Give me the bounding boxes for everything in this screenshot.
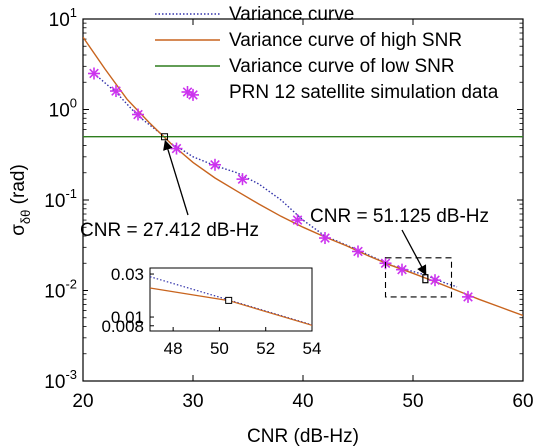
x-tick-label: 50	[402, 391, 423, 412]
legend-label-1: Variance curve of high SNR	[229, 30, 462, 51]
asterisk-stroke	[430, 275, 440, 285]
zoom-region-box	[384, 257, 453, 298]
data-point-prn12	[352, 245, 364, 258]
annotation-cnr-27: CNR = 27.412 dB-Hz	[80, 220, 259, 241]
inset-x-tick-label: 52	[256, 339, 275, 358]
x-tick-label: 40	[292, 391, 313, 412]
asterisk-stroke	[320, 233, 330, 243]
legend-marker-prn12	[181, 86, 194, 98]
asterisk-stroke	[182, 87, 193, 97]
asterisk-stroke	[210, 159, 220, 170]
asterisk-stroke	[133, 109, 143, 120]
y-tick-label: 10-3	[44, 367, 77, 393]
annotation-arrow-high	[401, 229, 427, 276]
y-tick-label: 10-2	[44, 277, 77, 303]
asterisk-stroke	[89, 68, 99, 79]
intersection-marker-low	[161, 133, 169, 141]
inset-x-tick-label: 54	[303, 339, 322, 358]
series-group	[83, 36, 523, 317]
data-point-prn12	[88, 67, 100, 80]
legend: Variance curve Variance curve of high SNR…	[155, 4, 499, 103]
series-line-1	[83, 36, 523, 317]
data-point-prn12	[209, 158, 221, 171]
data-point-prn12	[462, 290, 474, 303]
data-point-prn12	[291, 214, 304, 227]
data-point-prn12	[396, 263, 408, 276]
data-point-prn12	[110, 85, 122, 98]
data-point-prn12	[236, 173, 249, 186]
data-point-prn12	[132, 108, 144, 121]
x-axis-label: CNR (dB-Hz)	[247, 426, 359, 447]
asterisk-stroke	[171, 143, 182, 154]
asterisk-stroke	[397, 264, 407, 275]
legend-label-2: Variance curve of low SNR	[229, 56, 455, 77]
annotation-arrow-low	[163, 139, 189, 216]
y-tick-label: 100	[49, 96, 77, 122]
inset-y-tick-label: 0.008	[101, 317, 144, 336]
x-tick-label: 30	[182, 391, 203, 412]
asterisk-stroke	[463, 292, 473, 302]
legend-label-0: Variance curve	[229, 4, 354, 25]
x-tick-label: 20	[72, 391, 93, 412]
y-axis-label: σδθ (rad)	[8, 164, 33, 236]
asterisk-stroke	[188, 90, 198, 100]
asterisk-stroke	[237, 174, 248, 184]
asterisk-stroke	[111, 86, 121, 96]
data-point-prn12	[170, 142, 183, 155]
data-point-prn12	[187, 88, 199, 101]
inset-intersection-marker	[225, 296, 233, 304]
main-plot-area: 20 30 40 50 60 10-3 10-2 10-1 100 101 CNR (dB-Hz) σ…	[8, 4, 534, 447]
inset-y-tick-label: 0.03	[111, 265, 144, 284]
legend-label-3: PRN 12 satellite simulation data	[229, 82, 499, 103]
inset-y-tick-label: 0.01	[111, 308, 144, 327]
series-line-0	[93, 72, 458, 288]
x-tick-label: 60	[512, 391, 533, 412]
y-tick-label: 101	[49, 5, 77, 31]
annotation-cnr-51: CNR = 51.125 dB-Hz	[310, 206, 489, 227]
inset-x-tick-label: 50	[210, 339, 229, 358]
inset-x-tick-label: 48	[164, 339, 183, 358]
asterisk-stroke	[353, 246, 363, 257]
data-point-prn12	[429, 274, 441, 287]
asterisk-stroke	[292, 215, 303, 225]
data-point-prn12	[319, 232, 331, 245]
y-tick-label: 10-1	[44, 186, 77, 212]
